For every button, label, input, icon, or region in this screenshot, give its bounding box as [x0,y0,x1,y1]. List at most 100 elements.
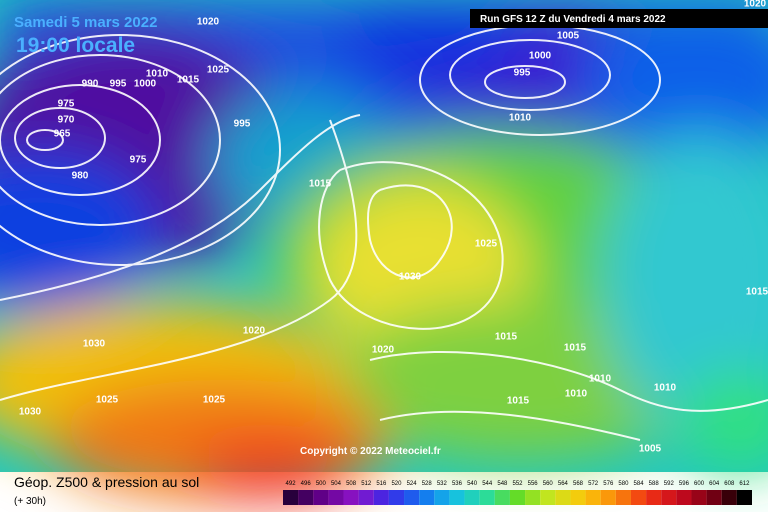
scale-swatch [736,490,752,505]
scale-label: 560 [543,481,554,487]
isobar-label: 965 [54,129,71,140]
scale-swatch [646,490,662,505]
isobar-label: 1015 [177,75,200,86]
scale-label: 544 [482,481,493,487]
scale-swatch [313,490,329,505]
scale-swatch [661,490,677,505]
scale-label: 540 [467,481,478,487]
scale-label: 580 [618,481,629,487]
scale-swatch [585,490,601,505]
scale-swatch [328,490,344,505]
scale-swatch [691,490,707,505]
footer-lead: (+ 30h) [14,496,46,507]
isobar-label: 1010 [146,69,169,80]
scale-label: 516 [376,481,387,487]
scale-swatch [479,490,495,505]
map-date: Samedi 5 mars 2022 [14,14,157,31]
isobar-label: 990 [82,79,99,90]
scale-swatch [358,490,374,505]
scale-swatch [434,490,450,505]
isobar-label: 975 [130,155,147,166]
scale-swatch [283,490,299,505]
isobar-label: 1020 [197,17,220,28]
scale-label: 596 [679,481,690,487]
map-time: 19:00 locale [16,34,135,57]
scale-swatch [676,490,692,505]
scale-label: 592 [664,481,675,487]
scale-swatch [600,490,616,505]
isobar-label: 1000 [529,51,552,62]
scale-swatch [540,490,556,505]
isobar-label: 1030 [19,407,42,418]
isobar-label: 1010 [565,389,588,400]
isobar-label: 1005 [639,444,662,455]
scale-label: 564 [558,481,569,487]
scale-label: 504 [331,481,342,487]
isobar-label: 1030 [83,339,106,350]
scale-label: 496 [301,481,312,487]
isobar-label: 1015 [507,396,530,407]
scale-label: 520 [391,481,402,487]
scale-swatch [615,490,631,505]
isobar-label: 980 [72,171,89,182]
scale-label: 572 [588,481,599,487]
isobar-label: 1020 [744,0,767,10]
scale-label: 528 [422,481,433,487]
isobar-label: 1030 [399,272,422,283]
isobar-label: 1010 [654,383,677,394]
map-field [0,0,768,500]
run-banner [470,9,768,28]
isobar-label: 1025 [96,395,119,406]
scale-label: 600 [694,481,705,487]
scale-swatch [509,490,526,505]
scale-swatch [525,490,541,505]
scale-swatch [373,490,389,505]
scale-swatch [388,490,405,505]
isobar-label: 1025 [203,395,226,406]
run-info: Run GFS 12 Z du Vendredi 4 mars 2022 [480,14,666,25]
scale-label: 604 [709,481,720,487]
isobar-label: 1000 [134,79,157,90]
isobar-label: 1025 [475,239,498,250]
scale-label: 524 [407,481,418,487]
scale-swatch [464,490,480,505]
scale-label: 512 [361,481,372,487]
scale-swatch [570,490,586,505]
scale-label: 552 [512,481,523,487]
isobar-label: 995 [514,68,531,79]
scale-swatch [630,490,647,505]
scale-label: 612 [739,481,750,487]
footer-title: Géop. Z500 & pression au sol [14,474,199,490]
scale-label: 556 [528,481,539,487]
scale-label: 608 [724,481,735,487]
scale-label: 568 [573,481,584,487]
scale-swatch [555,490,571,505]
scale-swatch [706,490,722,505]
isobar-label: 995 [110,79,127,90]
scale-label: 500 [316,481,327,487]
scale-swatch [404,490,420,505]
isobar-label: 1010 [509,113,532,124]
color-scale: 492 496 500 504 508 512 516 520 524 528 532 536 540 5… [283,481,752,505]
scale-label: 576 [603,481,614,487]
isobar-label: 1020 [243,326,266,337]
isobar-label: 1025 [207,65,230,76]
scale-swatch [419,490,435,505]
isobar-label: 995 [234,119,251,130]
scale-swatch [494,490,510,505]
isobar-label: 975 [58,99,75,110]
scale-label: 548 [497,481,508,487]
scale-label: 536 [452,481,463,487]
scale-label: 508 [346,481,357,487]
scale-label: 532 [437,481,448,487]
scale-swatch [343,490,359,505]
isobar-label: 1015 [564,343,587,354]
scale-label: 492 [286,481,297,487]
scale-swatch [721,490,737,505]
isobar-label: 1015 [746,287,768,298]
isobar-label: 1015 [495,332,518,343]
scale-swatch [449,490,465,505]
